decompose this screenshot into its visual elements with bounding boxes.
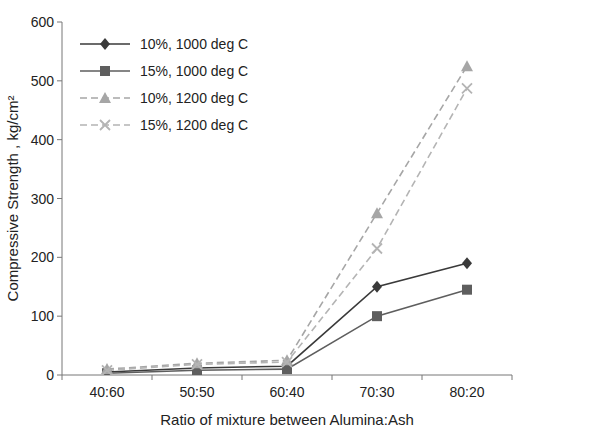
x-tick-label: 80:20 [449, 384, 484, 400]
marker [461, 60, 473, 71]
x-tick-label: 70:30 [359, 384, 394, 400]
y-tick [57, 316, 62, 317]
marker [372, 311, 382, 321]
legend-label: 15%, 1000 deg C [140, 63, 248, 79]
y-tick-label: 100 [31, 308, 55, 324]
y-tick-label: 500 [31, 73, 55, 89]
marker [192, 359, 202, 369]
legend-label: 10%, 1200 deg C [140, 90, 248, 106]
legend: 10%, 1000 deg C 15%, 1000 deg C 10%, 1200 … [80, 36, 248, 133]
marker [101, 363, 113, 374]
x-tick [332, 375, 333, 380]
x-tick [422, 375, 423, 380]
marker [462, 285, 472, 295]
marker [102, 365, 112, 375]
marker [282, 357, 292, 367]
y-tick [57, 139, 62, 140]
y-tick [57, 375, 62, 376]
marker [100, 38, 110, 50]
y-tick-label: 300 [31, 191, 55, 207]
legend-label: 15%, 1200 deg C [140, 117, 248, 133]
y-axis-title: Compressive Strength , kg/cm² [4, 96, 21, 302]
marker [462, 257, 472, 269]
x-axis-title: Ratio of mixture between Alumina:Ash [160, 411, 413, 428]
x-axis [62, 375, 512, 376]
series-line [107, 263, 467, 372]
y-tick-label: 200 [31, 249, 55, 265]
marker [462, 83, 472, 93]
marker [191, 357, 203, 368]
x-tick-label: 40:60 [89, 384, 124, 400]
x-tick-label: 60:40 [269, 384, 304, 400]
chart: 0 100 200 300 400 500 600 40:60 50:50 60:40 70:30 8… [0, 0, 596, 439]
marker [99, 92, 111, 103]
y-tick [57, 80, 62, 81]
y-tick-label: 600 [31, 14, 55, 30]
y-tick-label: 400 [31, 132, 55, 148]
marker [371, 207, 383, 218]
y-tick [57, 198, 62, 199]
series-line [107, 88, 467, 370]
legend-label: 10%, 1000 deg C [140, 36, 248, 52]
marker [100, 66, 110, 76]
x-tick-label: 50:50 [179, 384, 214, 400]
series-line [107, 66, 467, 369]
marker [100, 120, 110, 130]
y-tick [57, 257, 62, 258]
y-tick [57, 22, 62, 23]
series-line [107, 290, 467, 374]
x-tick [242, 375, 243, 380]
x-tick [512, 375, 513, 380]
x-tick [62, 375, 63, 380]
marker [372, 244, 382, 254]
marker [372, 281, 382, 293]
y-tick-label: 0 [46, 367, 54, 383]
x-tick [152, 375, 153, 380]
plot-area [101, 60, 473, 375]
